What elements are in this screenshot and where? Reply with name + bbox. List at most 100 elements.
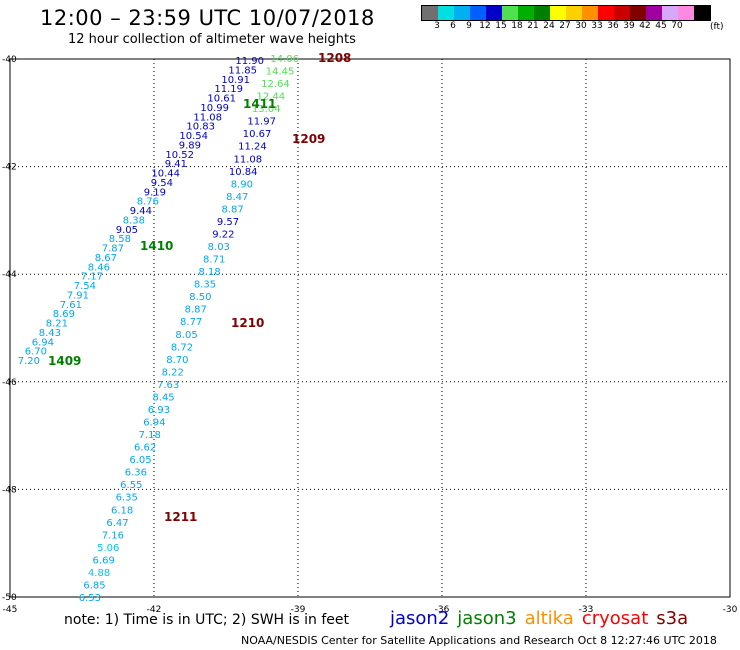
legend-tick-label: 45 <box>655 21 667 31</box>
wave-height-value: 8.22 <box>162 367 184 378</box>
wave-height-value: 10.99 <box>200 103 229 114</box>
latitude-label: -40 <box>2 55 17 65</box>
satellite-label-s3a: s3a <box>656 608 689 629</box>
wave-height-value: 10.91 <box>221 75 250 86</box>
wave-height-value: 6.62 <box>134 443 156 454</box>
wave-height-value: 6.85 <box>83 580 105 591</box>
wave-height-value: 7.16 <box>102 530 124 541</box>
satellite-label-altika: altika <box>524 608 574 629</box>
wave-height-value: 6.55 <box>120 480 142 491</box>
pass-time-label: 1410 <box>140 239 173 253</box>
wave-height-value: 7.18 <box>139 430 161 441</box>
wave-height-value: 6.70 <box>25 347 47 358</box>
wave-height-value: 11.24 <box>238 142 267 153</box>
legend-unit: (ft) <box>710 22 724 32</box>
wave-height-value: 6.35 <box>116 493 138 504</box>
wave-height-value: 8.87 <box>185 305 207 316</box>
wave-height-value: 9.57 <box>217 217 239 228</box>
legend-swatches <box>421 5 711 21</box>
legend-tick-label: 3 <box>434 21 440 31</box>
legend-tick-label: 70 <box>671 21 683 31</box>
wave-height-value: 8.77 <box>180 317 202 328</box>
wave-height-value: 10.84 <box>229 167 258 178</box>
legend-tick-labels: 3 6 9 12 15 18 21 24 27 30 33 36 39 42 45 70 <box>421 21 711 31</box>
wave-height-value: 6.18 <box>111 505 133 516</box>
legend-swatch <box>662 6 678 20</box>
latitude-label: -44 <box>2 270 17 280</box>
legend-tick-label: 9 <box>466 21 472 31</box>
legend-tick-label: 15 <box>495 21 507 31</box>
wave-height-value: 8.18 <box>198 267 220 278</box>
legend-swatch <box>678 6 694 20</box>
legend-swatch <box>598 6 614 20</box>
wave-height-value: 8.46 <box>88 262 110 273</box>
legend-tick-label: 36 <box>607 21 619 31</box>
latitude-label: -42 <box>2 163 17 173</box>
map-subtitle: 12 hour collection of altimeter wave hei… <box>68 32 356 47</box>
wave-height-value: 10.52 <box>165 150 194 161</box>
pass-time-label: 1208 <box>318 51 351 65</box>
wave-height-value: 8.70 <box>166 355 188 366</box>
legend-swatch <box>502 6 518 20</box>
longitude-label: -30 <box>723 605 738 615</box>
legend-swatch <box>470 6 486 20</box>
wave-height-value: 12.64 <box>261 79 290 90</box>
legend-tick-label: 33 <box>591 21 603 31</box>
legend-tick-label: 42 <box>639 21 651 31</box>
longitude-label: -39 <box>291 605 306 615</box>
legend-tick-label: 30 <box>575 21 587 31</box>
wave-height-value: 9.05 <box>116 225 138 236</box>
legend-tick-label: 18 <box>511 21 523 31</box>
wave-height-value: 8.72 <box>171 342 193 353</box>
pass-time-label: 1411 <box>243 97 276 111</box>
wave-height-value: 8.43 <box>39 328 61 339</box>
wave-height-value: 6.53 <box>79 593 101 604</box>
legend-swatch <box>630 6 646 20</box>
wave-height-value: 11.08 <box>193 112 222 123</box>
wave-height-value: 14.45 <box>266 67 295 78</box>
wave-height-value: 9.89 <box>179 140 201 151</box>
map-title: 12:00 – 23:59 UTC 10/07/2018 <box>40 6 375 30</box>
legend-tick-label: 39 <box>623 21 635 31</box>
legend-tick-label: 24 <box>543 21 555 31</box>
legend-swatch <box>438 6 454 20</box>
longitude-label: -42 <box>147 605 162 615</box>
wave-height-value: 8.47 <box>226 192 248 203</box>
wave-height-value: 7.17 <box>81 272 103 283</box>
wave-height-value: 12.44 <box>257 92 286 103</box>
wave-height-value: 8.67 <box>95 253 117 264</box>
wave-height-value: 7.20 <box>18 356 40 367</box>
wave-height-value: 7.61 <box>60 300 82 311</box>
wave-height-value: 10.44 <box>151 169 180 180</box>
wave-height-value: 7.63 <box>157 380 179 391</box>
wave-height-value: 11.19 <box>214 84 243 95</box>
wave-height-value: 6.69 <box>93 555 115 566</box>
wave-height-value: 6.93 <box>148 405 170 416</box>
longitude-label: -45 <box>3 605 18 615</box>
legend-tick-label: 6 <box>450 21 456 31</box>
footnote: note: 1) Time is in UTC; 2) SWH is in fe… <box>64 612 350 628</box>
latitude-label: -46 <box>2 378 17 388</box>
legend-swatch <box>646 6 662 20</box>
map-frame <box>9 58 731 598</box>
wave-height-value: 8.50 <box>189 292 211 303</box>
legend-swatch <box>518 6 534 20</box>
wave-height-value: 10.61 <box>207 94 236 105</box>
longitude-label: -36 <box>435 605 450 615</box>
latitude-label: -50 <box>2 593 17 603</box>
wave-height-value: 6.05 <box>129 455 151 466</box>
wave-height-value: 9.41 <box>165 159 187 170</box>
legend-swatch <box>566 6 582 20</box>
wave-height-value: 10.54 <box>179 131 208 142</box>
satellite-label-jason2: jason2 <box>390 608 450 629</box>
legend-swatch <box>614 6 630 20</box>
wave-height-value: 9.44 <box>130 206 152 217</box>
wave-height-value: 6.94 <box>143 418 165 429</box>
wave-height-value: 5.06 <box>97 543 119 554</box>
wave-height-value: 8.69 <box>53 309 75 320</box>
wave-height-value: 8.58 <box>109 234 131 245</box>
wave-height-value: 7.87 <box>102 244 124 255</box>
legend-swatch <box>422 6 438 20</box>
wave-height-value: 9.19 <box>144 187 166 198</box>
